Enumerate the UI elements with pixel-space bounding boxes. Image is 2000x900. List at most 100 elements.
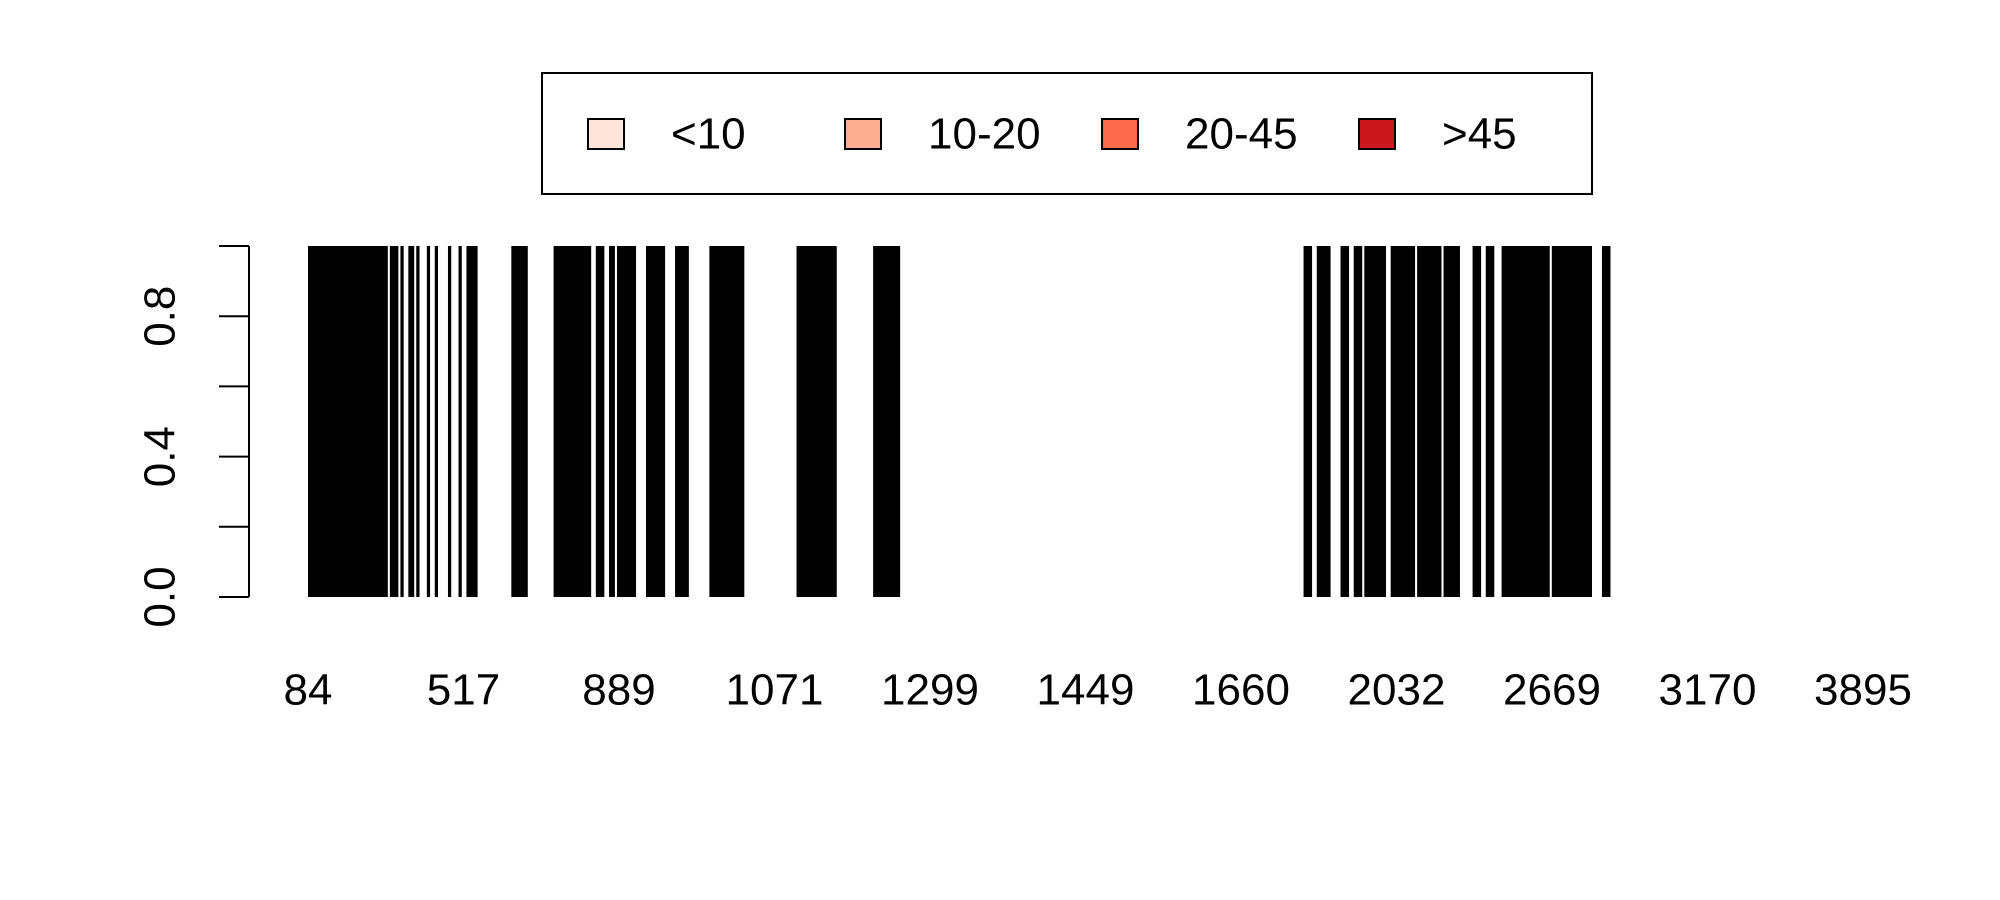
bar xyxy=(1353,246,1357,597)
bar xyxy=(574,246,578,597)
bar xyxy=(344,246,349,597)
bar xyxy=(366,246,370,597)
bar xyxy=(426,246,431,597)
bar xyxy=(1390,246,1394,597)
bar xyxy=(1451,246,1455,597)
bar xyxy=(511,246,515,597)
legend-swatch xyxy=(844,118,882,150)
bar xyxy=(883,246,887,597)
legend-box xyxy=(541,72,1593,195)
bar xyxy=(416,246,420,597)
bar xyxy=(1374,246,1379,597)
bar xyxy=(630,246,634,597)
bar xyxy=(722,246,726,597)
bar xyxy=(619,246,623,597)
x-tick-label: 889 xyxy=(582,666,655,715)
bar xyxy=(1306,246,1310,597)
bar xyxy=(894,246,898,597)
bar xyxy=(1411,246,1416,597)
x-tick-label: 1449 xyxy=(1037,666,1135,715)
bar xyxy=(725,246,729,597)
x-tick-label: 1071 xyxy=(726,666,824,715)
x-tick-label: 3170 xyxy=(1659,666,1757,715)
x-tick-label: 517 xyxy=(427,666,500,715)
bar xyxy=(308,246,312,597)
bar xyxy=(1401,246,1405,597)
bar xyxy=(809,246,813,597)
bar xyxy=(410,246,415,597)
bar xyxy=(347,246,351,597)
bar xyxy=(1533,246,1537,597)
legend-swatch xyxy=(1101,118,1139,150)
bar xyxy=(1359,246,1363,597)
bar xyxy=(1417,246,1421,597)
bar xyxy=(1366,246,1371,597)
bar xyxy=(371,246,375,597)
bar xyxy=(1514,246,1519,597)
legend-label: 20-45 xyxy=(1185,110,1298,159)
x-tick-label: 84 xyxy=(284,666,333,715)
bar xyxy=(1319,246,1323,597)
bar xyxy=(1316,246,1320,597)
bar xyxy=(447,246,452,597)
bar xyxy=(1557,246,1561,597)
bar xyxy=(733,246,737,597)
bar xyxy=(828,246,832,597)
bar xyxy=(1380,246,1384,597)
bar xyxy=(587,246,592,597)
bar xyxy=(1454,246,1458,597)
bar xyxy=(329,246,333,597)
bar xyxy=(804,246,808,597)
bar xyxy=(569,246,573,597)
bar xyxy=(516,246,520,597)
bar xyxy=(1448,246,1453,597)
bar xyxy=(434,246,438,597)
bar xyxy=(807,246,811,597)
bar xyxy=(653,246,658,597)
bar xyxy=(817,246,821,597)
bar xyxy=(1438,246,1442,597)
bar xyxy=(1604,246,1608,597)
bar xyxy=(735,246,740,597)
bar xyxy=(648,246,652,597)
bar xyxy=(524,246,528,597)
bar xyxy=(825,246,829,597)
bar xyxy=(1578,246,1582,597)
bar xyxy=(408,246,412,597)
bar xyxy=(326,246,330,597)
bar xyxy=(820,246,824,597)
bar xyxy=(1504,246,1508,597)
y-tick-label: 0.0 xyxy=(136,566,185,627)
bar xyxy=(1546,246,1550,597)
bar xyxy=(661,246,666,597)
bar xyxy=(1393,246,1397,597)
legend-label: 10-20 xyxy=(928,110,1041,159)
bar xyxy=(1406,246,1410,597)
bar xyxy=(374,246,378,597)
bar xyxy=(738,246,742,597)
bar xyxy=(1364,246,1368,597)
bar xyxy=(368,246,372,597)
legend-swatch xyxy=(587,118,625,150)
bar xyxy=(1586,246,1590,597)
bar xyxy=(376,246,380,597)
bar xyxy=(1535,246,1540,597)
bar xyxy=(1340,246,1344,597)
bar xyxy=(1322,246,1326,597)
bar xyxy=(1443,246,1447,597)
bar xyxy=(727,246,732,597)
bar xyxy=(1538,246,1542,597)
bar xyxy=(1601,246,1606,597)
x-tick-label: 1299 xyxy=(881,666,979,715)
bar xyxy=(1530,246,1534,597)
bar xyxy=(709,246,713,597)
bar xyxy=(355,246,359,597)
bar xyxy=(799,246,803,597)
bar xyxy=(714,246,718,597)
x-tick-label: 1660 xyxy=(1192,666,1290,715)
bar xyxy=(1525,246,1529,597)
bar xyxy=(1419,246,1423,597)
bar xyxy=(1409,246,1413,597)
bar xyxy=(553,246,557,597)
bar xyxy=(1501,246,1505,597)
